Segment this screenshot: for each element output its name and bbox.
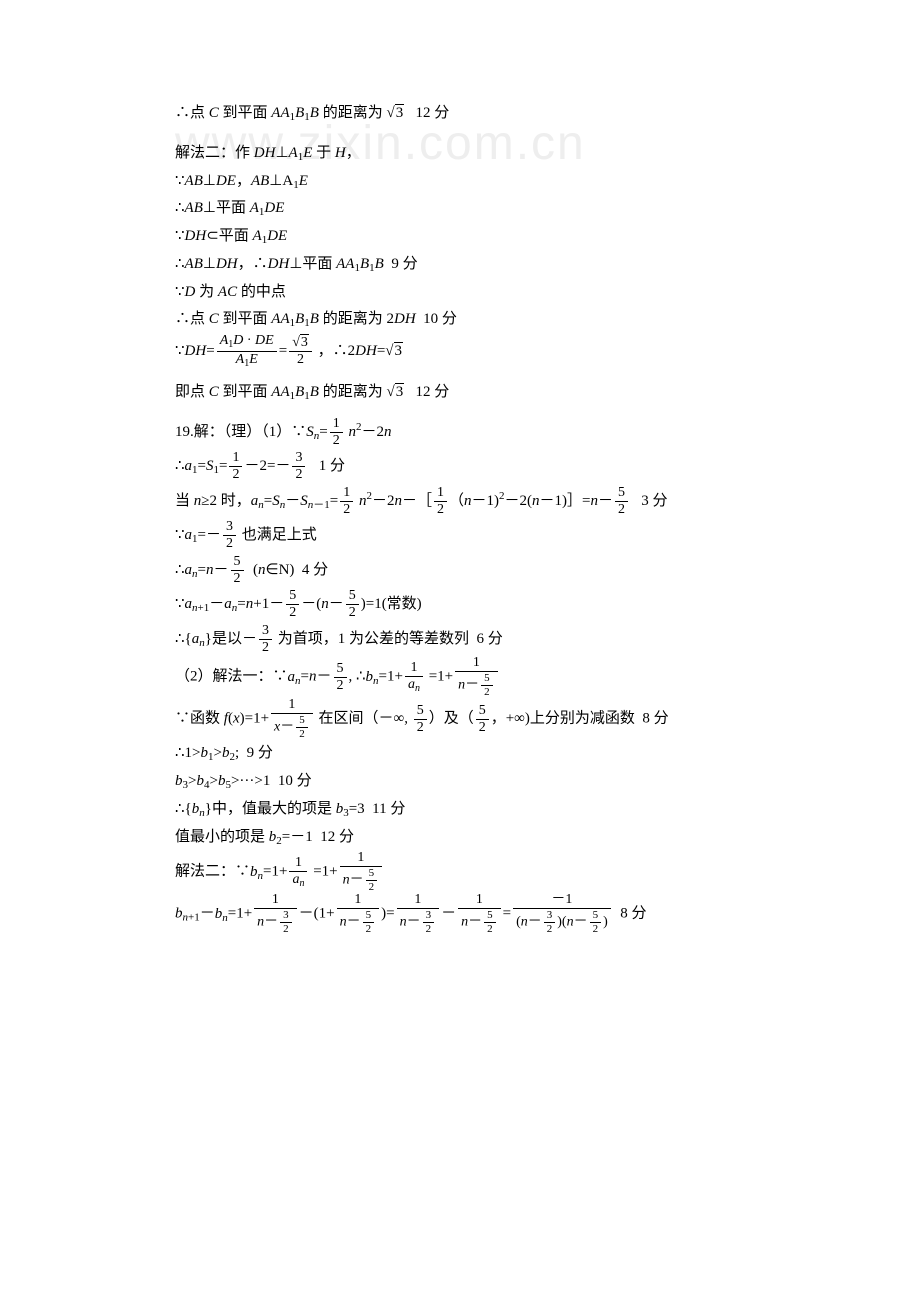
- text-line: ∵DH⊂平面 A1DE: [175, 223, 745, 251]
- text-line: ∴点 C 到平面 AA1B1B 的距离为 2DH 10 分: [175, 306, 745, 334]
- text-line: ∴AB⊥平面 A1DE: [175, 195, 745, 223]
- text-line: 即点 C 到平面 AA1B1B 的距离为 3 12 分: [175, 379, 745, 407]
- text-line: ∵函数 f(x)=1+1x－52 在区间（－∞, 52）及（52，+∞)上分别为…: [175, 698, 745, 740]
- text-line: ∴{an}是以－32 为首项，1 为公差的等差数列 6 分: [175, 622, 745, 657]
- text-line: （2）解法一：∵an=n－52, ∴bn=1+1an =1+1n－52: [175, 656, 745, 698]
- text-line: 当 n≥2 时，an=Sn－Sn－1=12 n2－2n－［12（n－1)2－2(…: [175, 484, 745, 519]
- text-line: ∴{bn}中，值最大的项是 b3=3 11 分: [175, 796, 745, 824]
- text-line: ∴an=n－52 (n∈N) 4 分: [175, 553, 745, 588]
- text-line: ∴a1=S1=12－2=－32 1 分: [175, 449, 745, 484]
- text-line: 19.解：（理）（1）∵Sn=12 n2－2n: [175, 415, 745, 450]
- text-line: ∴1>b1>b2; 9 分: [175, 740, 745, 768]
- text-line: ∴点 C 到平面 AA1B1B 的距离为 3 12 分: [175, 100, 745, 128]
- text-line: ∴AB⊥DH，∴DH⊥平面 AA1B1B 9 分: [175, 251, 745, 279]
- text-line: ∵D 为 AC 的中点: [175, 279, 745, 307]
- text-line: 值最小的项是 b2=－1 12 分: [175, 824, 745, 852]
- text-line: 解法二：∵bn=1+1an =1+1n－52: [175, 851, 745, 893]
- text-line: b3>b4>b5>···>1 10 分: [175, 768, 745, 796]
- text-line: ∵AB⊥DE，AB⊥A1E: [175, 168, 745, 196]
- document-body: ∴点 C 到平面 AA1B1B 的距离为 3 12 分 解法二：作 DH⊥A1E…: [175, 100, 745, 935]
- text-line: bn+1－bn=1+1n－32－(1+1n－52)=1n－32－1n－52=－1…: [175, 893, 745, 935]
- text-line: ∵DH=A1D · DEA1E=32 ，∴2DH=3: [175, 334, 745, 369]
- text-line: 解法二：作 DH⊥A1E 于 H，: [175, 140, 745, 168]
- text-line: ∵an+1－an=n+1－52－(n－52)=1(常数): [175, 587, 745, 622]
- text-line: ∵a1=－32 也满足上式: [175, 518, 745, 553]
